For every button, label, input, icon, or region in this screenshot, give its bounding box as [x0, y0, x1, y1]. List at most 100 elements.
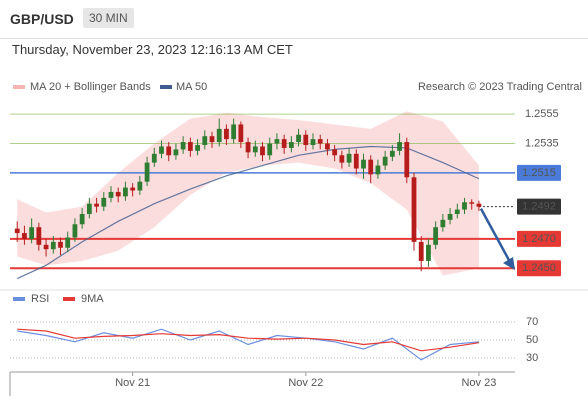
top-bar: GBP/USD 30 MIN [0, 0, 588, 39]
candle-body [180, 142, 186, 150]
indicator-line [17, 328, 479, 361]
candle-body [144, 162, 150, 182]
x-tick-label: Nov 23 [461, 377, 496, 389]
level-label: 1.2535 [525, 137, 559, 149]
candle-body [404, 142, 410, 178]
candle-body [50, 241, 56, 250]
x-tick-label: Nov 22 [288, 377, 323, 389]
candle-body [130, 187, 136, 191]
legend-label: RSI [31, 293, 49, 305]
indicator-line [17, 328, 480, 352]
candle-body [382, 156, 388, 166]
level-label: 1.2470 [522, 233, 556, 245]
candle-body [216, 128, 222, 143]
y-tick-label: 30 [526, 352, 538, 364]
candle-body [274, 139, 280, 144]
candle-body [58, 241, 63, 248]
candle-body [36, 227, 42, 245]
level-box [517, 164, 561, 181]
candle-body [245, 142, 251, 153]
legend-label: MA 20 + Bollinger Bands [30, 81, 151, 93]
candle-body [332, 149, 338, 156]
candle-body [86, 203, 92, 214]
legend-label: 9MA [81, 293, 104, 305]
candle-body [426, 244, 431, 261]
level-label: 1.2450 [522, 262, 556, 274]
candle-body [440, 219, 446, 228]
forecast-arrowhead [503, 257, 515, 270]
candle-body [115, 191, 121, 197]
candle-body [195, 145, 200, 151]
timestamp: Thursday, November 23, 2023 12:16:13 AM … [12, 42, 293, 57]
candle-body [267, 143, 273, 156]
candle-body [288, 142, 294, 148]
candle-body [310, 139, 316, 145]
candle-body [281, 139, 287, 148]
candle-body [361, 159, 366, 169]
y-tick-label: 50 [526, 334, 538, 346]
candle-body [325, 143, 330, 150]
candle-body [108, 191, 114, 198]
level-label: 1.2492 [522, 201, 556, 213]
candle-body [224, 128, 229, 140]
candle-body [238, 124, 244, 143]
candle-body [433, 227, 439, 245]
candle-body [151, 153, 157, 163]
candle-body [72, 224, 78, 238]
candle-body [447, 213, 453, 220]
candle-body [296, 134, 301, 143]
legend-swatch [63, 297, 75, 301]
candle-body [209, 136, 215, 143]
candle-body [353, 153, 359, 169]
level-label: 1.2555 [525, 108, 559, 120]
symbol: GBP/USD [10, 11, 74, 27]
candle-body [94, 203, 99, 207]
candle-body [260, 146, 265, 156]
candle-body [317, 139, 323, 144]
candle-body [339, 155, 345, 163]
candle-body [159, 146, 164, 154]
x-tick-label: Nov 21 [115, 377, 150, 389]
candle-body [65, 237, 71, 248]
bollinger-band [17, 111, 479, 276]
candle-body [231, 124, 237, 140]
legend-swatch [160, 85, 172, 89]
candle-body [303, 134, 309, 145]
candle-body [79, 213, 85, 225]
level-box [517, 230, 561, 247]
candle-body [368, 159, 374, 175]
candle-body [123, 187, 128, 197]
candle-body [411, 177, 417, 242]
candle-body [418, 241, 424, 261]
candle-body [476, 203, 482, 207]
candle-body [173, 149, 179, 156]
candle-body [469, 202, 475, 204]
candle-body [389, 150, 395, 157]
candle-body [137, 181, 143, 191]
candle-body [202, 136, 208, 145]
y-tick-label: 70 [526, 316, 538, 328]
interval-button[interactable]: 30 MIN [83, 8, 134, 28]
candle-body [397, 142, 402, 151]
legend-label: MA 50 [176, 81, 207, 93]
candle-body [375, 165, 381, 175]
candle-body [187, 142, 193, 151]
candle-body [454, 209, 460, 214]
candle-body [346, 153, 352, 163]
candle-body [22, 233, 27, 239]
level-label: 1.2515 [522, 167, 556, 179]
legend-swatch [13, 85, 25, 89]
level-box [517, 198, 561, 215]
candle-body [462, 202, 467, 210]
candle-body [166, 146, 172, 156]
level-box [517, 260, 561, 277]
candle-body [101, 197, 107, 207]
candle-body [29, 227, 35, 239]
candle-body [14, 228, 20, 234]
legend-swatch [13, 297, 25, 301]
candle-body [43, 244, 49, 250]
source: Research © 2023 Trading Central [418, 81, 582, 93]
candle-body [252, 146, 258, 153]
